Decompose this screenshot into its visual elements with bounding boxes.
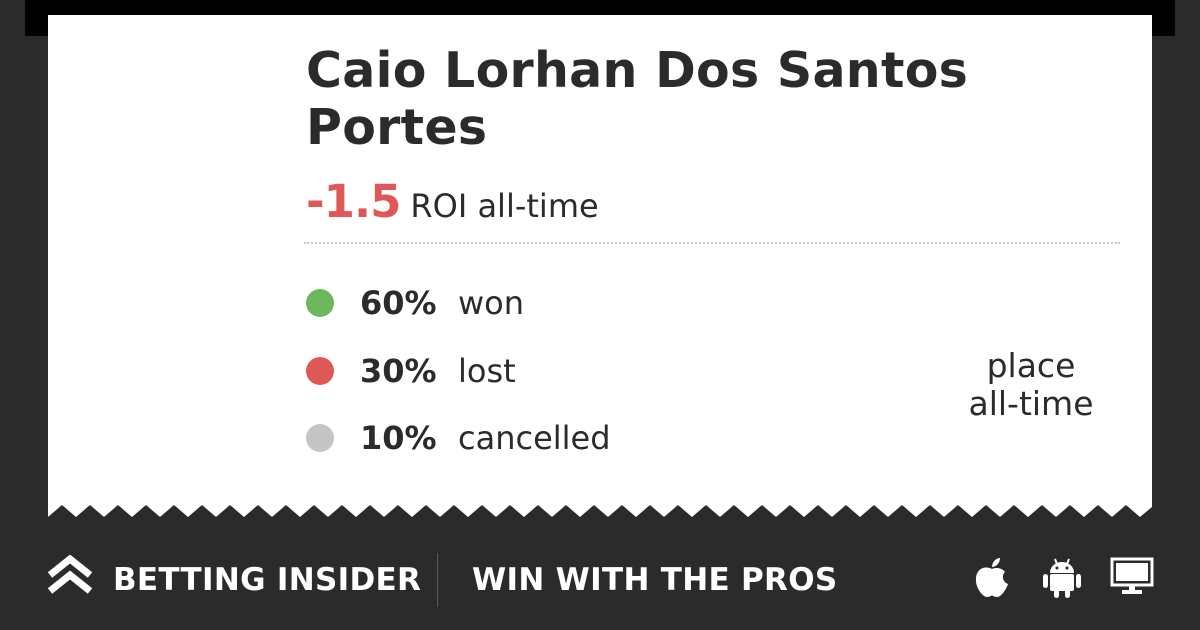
place-sublabel: all-time [968,384,1094,423]
roi-label: ROI all-time [410,187,599,225]
footer-separator [437,553,438,607]
roi-line: -1.5 ROI all-time [306,175,599,228]
won-label: won [458,284,525,322]
stats-card: Caio Lorhan Dos Santos Portes -1.5 ROI al… [48,15,1152,521]
lost-dot-icon [306,357,334,385]
lost-label: lost [458,352,516,390]
place-label: place [986,346,1076,385]
lost-percent: 30% [360,352,437,390]
cancelled-percent: 10% [360,419,437,457]
won-dot-icon [306,289,334,317]
cancelled-dot-icon [306,424,334,452]
desktop-icon[interactable] [1110,557,1154,597]
android-icon[interactable] [1042,557,1082,599]
stat-won: 60% won [306,283,524,323]
won-percent: 60% [360,284,437,322]
tagline: WIN WITH THE PROS [472,562,838,598]
stat-lost: 30% lost [306,351,516,391]
stat-cancelled: 10% cancelled [306,418,611,458]
place-all-time: place all-time [948,347,1114,423]
player-name: Caio Lorhan Dos Santos Portes [306,42,969,156]
double-chevron-up-icon [47,555,93,594]
roi-value: -1.5 [306,175,401,228]
cancelled-label: cancelled [458,419,611,457]
dotted-divider [304,242,1120,244]
brand-name: BETTING INSIDER [113,562,422,598]
torn-edge [48,505,1152,522]
apple-icon[interactable] [973,557,1011,599]
